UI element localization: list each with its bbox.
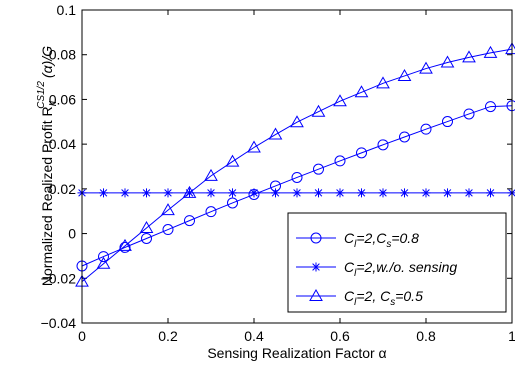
data-point	[249, 188, 259, 198]
data-point	[311, 104, 326, 117]
data-point	[184, 215, 195, 227]
series-group	[75, 42, 515, 287]
y-tick-label: 0.06	[49, 91, 76, 107]
data-point	[206, 188, 216, 198]
data-point	[378, 188, 388, 198]
data-point	[354, 85, 369, 98]
data-point	[485, 101, 496, 113]
data-point	[290, 115, 304, 128]
data-point	[139, 220, 154, 233]
data-point	[96, 256, 111, 269]
data-point	[227, 197, 238, 209]
data-point	[442, 116, 453, 128]
data-point	[142, 188, 151, 198]
legend-entry: Cl=2, Cs=0.5	[296, 288, 423, 308]
data-point	[377, 139, 389, 151]
data-point	[161, 203, 175, 216]
series-triangle	[75, 42, 515, 287]
y-tick-label: 0.1	[57, 2, 77, 18]
legend-marker	[311, 262, 321, 272]
data-point	[228, 188, 237, 198]
data-point	[334, 155, 346, 167]
legend-entry: Cl=2,Cs=0.8	[296, 230, 419, 250]
data-point	[483, 45, 498, 58]
data-point	[163, 188, 173, 198]
data-point	[462, 50, 476, 63]
data-point	[397, 68, 412, 81]
plot-frame	[81, 9, 513, 324]
x-tick-label: 1	[508, 328, 515, 344]
tick-labels: 0 0.2 0.4 0.6 0.8 1 −0.04 −0.02 0 0.02 0.04 0.06 0.0…	[41, 2, 515, 344]
data-point	[314, 188, 323, 198]
x-axis-title: Sensing Realization Factor α	[207, 345, 386, 361]
legend-label: Cl=2, Cs=0.5	[344, 288, 423, 308]
y-axis-title: Normalized Realized Profit RIICS1/2(α)/G	[36, 46, 59, 286]
data-point	[182, 185, 197, 198]
data-point	[333, 94, 347, 107]
y-tick-label: 0.02	[49, 181, 76, 197]
legend-entry: Cl=2,w./o. sensing	[296, 259, 457, 279]
data-point	[225, 154, 240, 167]
data-point	[119, 241, 131, 253]
series-circle	[76, 100, 515, 272]
data-point	[98, 251, 109, 263]
data-point	[376, 76, 390, 89]
data-point	[292, 188, 302, 198]
data-point	[356, 147, 367, 159]
data-point	[205, 206, 217, 218]
data-point	[118, 238, 132, 251]
data-point	[399, 131, 410, 143]
data-point	[291, 171, 303, 183]
legend-marker	[310, 232, 322, 244]
legend-label: Cl=2,Cs=0.8	[344, 230, 419, 250]
series-line	[81, 48, 513, 283]
data-point	[99, 188, 108, 198]
x-tick-label: 0.8	[416, 328, 436, 344]
legend: Cl=2,Cs=0.8 Cl=2,w./o. sensing Cl=2, Cs=0.…	[287, 212, 507, 313]
x-tick-label: 0	[78, 328, 86, 344]
data-point	[162, 224, 174, 236]
data-point	[443, 188, 452, 198]
y-tick-label: 0	[68, 226, 76, 242]
y-tick-label: 0.04	[49, 136, 76, 152]
series-line	[81, 105, 513, 267]
y-tick-label: −0.02	[41, 270, 77, 286]
y-tick-label: −0.04	[41, 315, 77, 331]
data-point	[120, 188, 130, 198]
data-point	[268, 127, 283, 140]
data-point	[204, 168, 218, 181]
data-point	[335, 188, 345, 198]
data-point	[486, 188, 495, 198]
data-point	[440, 55, 455, 68]
data-point	[419, 61, 433, 74]
legend-marker	[309, 288, 323, 301]
data-point	[400, 188, 409, 198]
data-point	[271, 188, 280, 198]
legend-label: Cl=2,w./o. sensing	[344, 259, 457, 279]
svg-text:Normalized Realized Profit RI: Normalized Realized Profit RIICS1/2(α)/G	[36, 46, 59, 286]
data-point	[421, 188, 431, 198]
data-point	[141, 232, 152, 244]
x-tick-label: 0.6	[330, 328, 350, 344]
data-point	[464, 188, 474, 198]
data-point	[313, 163, 324, 175]
data-point	[247, 140, 261, 153]
x-tick-label: 0.4	[244, 328, 264, 344]
data-point	[357, 188, 366, 198]
x-tick-label: 0.2	[158, 328, 178, 344]
y-tick-label: 0.08	[49, 47, 76, 63]
data-point	[420, 123, 432, 135]
data-point	[463, 108, 475, 120]
